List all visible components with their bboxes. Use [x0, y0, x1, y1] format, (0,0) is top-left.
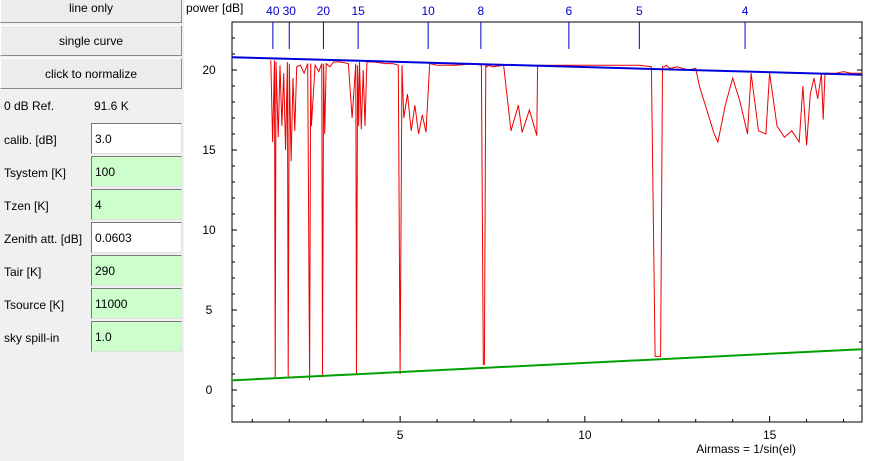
zenith-att-input[interactable] — [91, 222, 182, 253]
tsource-input[interactable] — [91, 288, 182, 319]
x-tick-label: 5 — [397, 428, 404, 442]
elevation-tick-label: 40 — [266, 4, 280, 18]
ref-label: 0 dB Ref. — [4, 99, 55, 113]
y-tick-label: 5 — [206, 303, 213, 317]
spill-label: sky spill-in — [4, 331, 60, 345]
tair-label: Tair [K] — [4, 265, 42, 279]
line-only-button[interactable]: line only — [0, 0, 182, 23]
y-tick-label: 15 — [202, 143, 216, 157]
tair-input[interactable] — [91, 255, 182, 286]
elevation-tick-label: 6 — [566, 4, 573, 18]
y-tick-label: 10 — [202, 223, 216, 237]
tzen-input[interactable] — [91, 189, 182, 220]
elevation-tick-label: 10 — [421, 4, 435, 18]
tsystem-label: Tsystem [K] — [4, 166, 67, 180]
zenith-att-label: Zenith att. [dB] — [4, 232, 83, 246]
y-tick-label: 0 — [206, 383, 213, 397]
calib-label: calib. [dB] — [4, 133, 57, 147]
x-tick-label: 10 — [578, 428, 592, 442]
ref-value: 91.6 K — [94, 99, 129, 113]
tsource-label: Tsource [K] — [4, 298, 65, 312]
elevation-tick-label: 4 — [742, 4, 749, 18]
normalize-button[interactable]: click to normalize — [0, 58, 182, 89]
single-curve-button[interactable]: single curve — [0, 25, 182, 56]
x-tick-label: 15 — [763, 428, 777, 442]
plot-frame — [231, 21, 863, 423]
tipping-curve-chart: 0 5 10 15 20 5 10 15 40 30 20 15 10 8 6 5 4 power [dB] A… — [186, 1, 863, 456]
series-line-1 — [231, 348, 863, 382]
elevation-tick-label: 8 — [478, 4, 485, 18]
tzen-label: Tzen [K] — [4, 199, 49, 213]
y-axis-label: power [dB] — [186, 1, 243, 15]
x-axis-label: Airmass = 1/sin(el) — [696, 442, 796, 456]
y-tick-label: 20 — [202, 63, 216, 77]
calib-input[interactable] — [91, 123, 182, 154]
tsystem-input[interactable] — [91, 156, 182, 187]
elevation-tick-label: 15 — [351, 4, 365, 18]
spill-input[interactable] — [91, 321, 182, 352]
control-panel: line only single curve click to normaliz… — [0, 0, 184, 461]
elevation-tick-label: 30 — [283, 4, 297, 18]
series-line-0 — [231, 56, 863, 76]
elevation-tick-label: 20 — [317, 4, 331, 18]
elevation-tick-label: 5 — [636, 4, 643, 18]
